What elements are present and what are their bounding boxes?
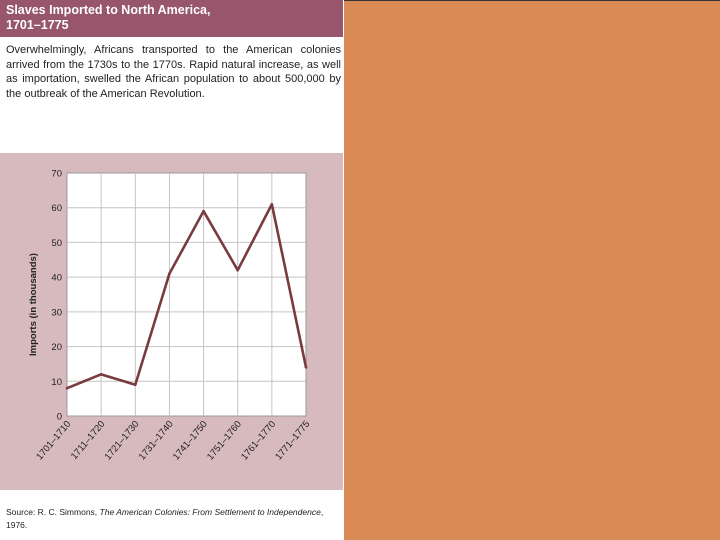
data-point [168, 272, 171, 275]
source-suffix: , 1976. [6, 507, 324, 530]
figure-title: Slaves Imported to North America, 1701–1… [0, 0, 343, 37]
chart-area: 0 10 20 30 40 50 60 70 1701–1710 1711–1720 1721–17… [0, 153, 343, 490]
data-point [270, 202, 274, 206]
source-citation: Source: R. C. Simmons, The American Colo… [6, 506, 336, 531]
y-axis-title: Imports (in thousands) [28, 253, 39, 356]
y-tick-label: 40 [51, 273, 62, 284]
y-tick-label: 0 [57, 412, 62, 423]
y-tick-label: 30 [51, 307, 62, 318]
figure-title-line-2: 1701–1775 [6, 18, 69, 32]
data-point [304, 366, 308, 369]
line-chart: 0102030405060701701–17101711–17201721–17… [28, 169, 312, 463]
y-tick-label: 50 [51, 238, 62, 249]
x-tick-label: 1741–1750 [171, 419, 210, 463]
y-tick-label: 10 [51, 377, 62, 388]
figure-description: Overwhelmingly, Africans transported to … [6, 44, 341, 100]
y-tick-label: 20 [51, 342, 62, 353]
figure-panel: Slaves Imported to North America, 1701–1… [0, 0, 343, 540]
data-point [99, 373, 103, 376]
x-tick-label: 1701–1710 [34, 419, 73, 463]
x-tick-label: 1751–1760 [205, 419, 244, 463]
y-tick-label: 60 [51, 203, 62, 214]
figure-title-line-1: Slaves Imported to North America, [6, 3, 211, 17]
y-tick-label: 70 [51, 169, 62, 180]
x-tick-label: 1771–1775 [273, 419, 312, 463]
data-point [202, 209, 205, 213]
data-point [133, 383, 137, 387]
orange-panel [344, 0, 720, 540]
x-tick-label: 1761–1770 [239, 419, 278, 463]
source-prefix: Source: R. C. Simmons, [6, 507, 100, 517]
x-tick-label: 1721–1730 [103, 419, 142, 463]
x-tick-label: 1731–1740 [137, 419, 176, 463]
data-point [65, 386, 69, 390]
data-point [236, 268, 240, 272]
source-book-title: The American Colonies: From Settlement t… [99, 507, 321, 517]
series-line [66, 202, 308, 390]
